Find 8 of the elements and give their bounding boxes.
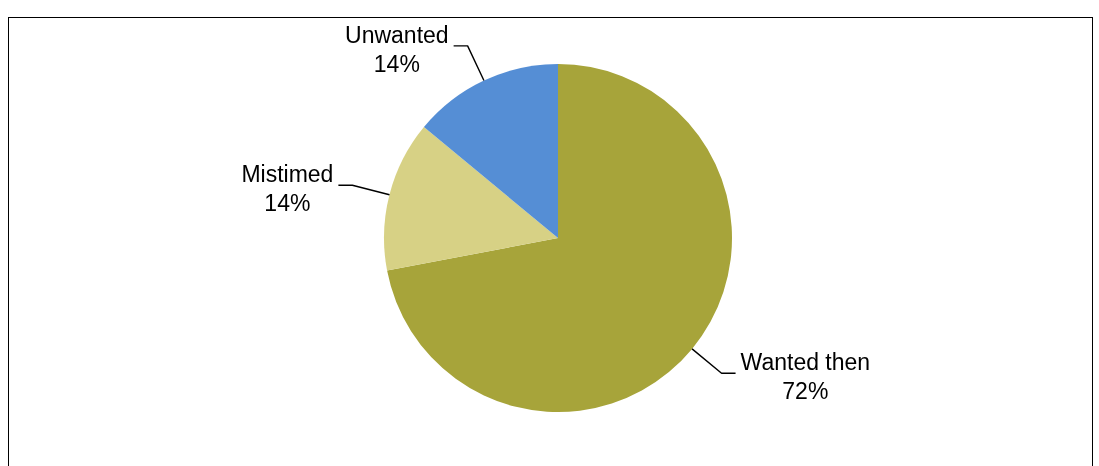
- slice-label: Unwanted: [345, 21, 449, 48]
- slice-label: Mistimed: [241, 161, 334, 188]
- pie-slice: [384, 127, 558, 271]
- data-label: 14%: [264, 190, 311, 217]
- data-label: 14%: [373, 50, 420, 77]
- data-label: 72%: [782, 378, 829, 405]
- slice-label: Wanted then: [740, 349, 871, 376]
- pie-slice: [423, 64, 558, 238]
